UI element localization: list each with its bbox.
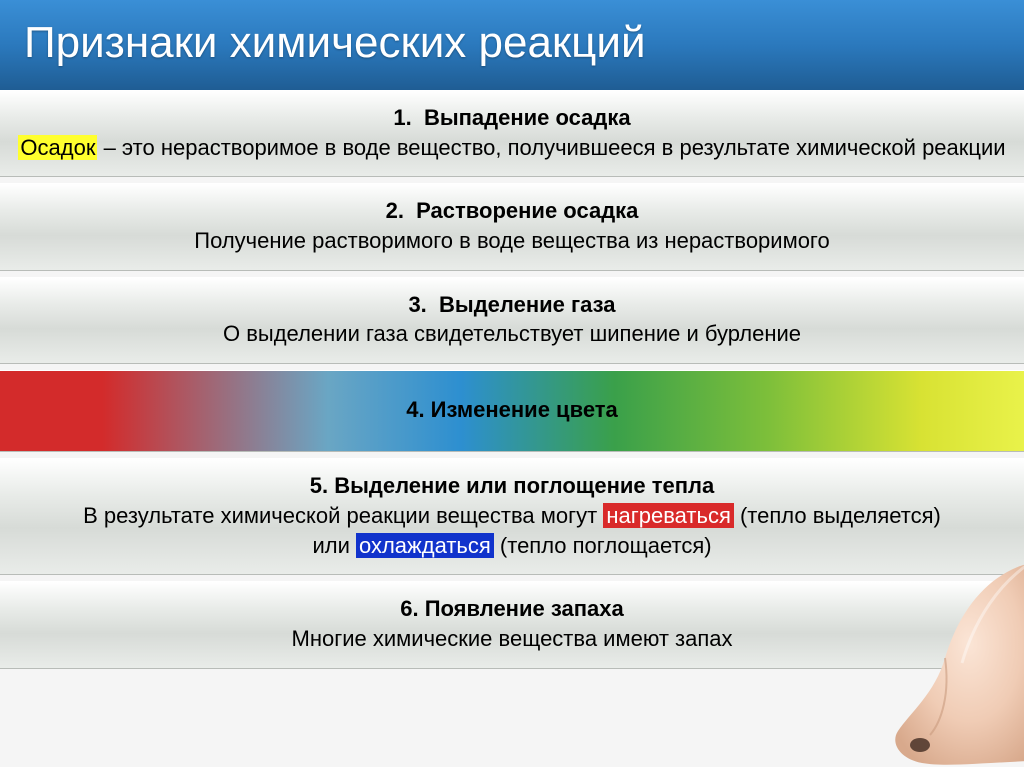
section-2-title: 2. Растворение осадка [16, 196, 1008, 226]
section-2-heading: Растворение осадка [416, 198, 638, 223]
section-4-title: 4. Изменение цвета [406, 397, 618, 422]
highlight-osadok: Осадок [18, 135, 97, 160]
section-2-number: 2. [386, 198, 404, 223]
slide-container: Признаки химических реакций 1. Выпадение… [0, 0, 1024, 767]
section-3-title: 3. Выделение газа [16, 290, 1008, 320]
section-2-desc: Получение растворимого в воде вещества и… [16, 226, 1008, 256]
section-1-number: 1. [393, 105, 411, 130]
section-6-title: 6. Появление запаха [16, 594, 1008, 624]
section-5-mid1: (тепло выделяется) [734, 503, 941, 528]
section-3-desc: О выделении газа свидетельствует шипение… [16, 319, 1008, 349]
header-bar: Признаки химических реакций [0, 0, 1024, 90]
sections-list: 1. Выпадение осадка Осадок – это нераств… [0, 90, 1024, 669]
section-5-pre: В результате химической реакции вещества… [83, 503, 603, 528]
highlight-heat: нагреваться [603, 503, 734, 528]
section-1-title: 1. Выпадение осадка [16, 103, 1008, 133]
section-5-post: (тепло поглощается) [494, 533, 712, 558]
header-title: Признаки химических реакций [24, 18, 646, 67]
section-5: 5. Выделение или поглощение тепла В резу… [0, 458, 1024, 575]
section-1-heading: Выпадение осадка [424, 105, 631, 130]
section-6-desc: Многие химические вещества имеют запах [16, 624, 1008, 654]
section-3-heading: Выделение газа [439, 292, 616, 317]
section-1-desc: Осадок – это нерастворимое в воде вещест… [16, 133, 1008, 163]
section-6: 6. Появление запаха Многие химические ве… [0, 581, 1024, 668]
section-1: 1. Выпадение осадка Осадок – это нераств… [0, 90, 1024, 177]
highlight-cool: охлаждаться [356, 533, 494, 558]
section-4-rainbow: 4. Изменение цвета [0, 370, 1024, 452]
section-1-text: – это нерастворимое в воде вещество, пол… [97, 135, 1005, 160]
section-5-title: 5. Выделение или поглощение тепла [16, 471, 1008, 501]
section-3-number: 3. [408, 292, 426, 317]
section-2: 2. Растворение осадка Получение раствори… [0, 183, 1024, 270]
section-3: 3. Выделение газа О выделении газа свиде… [0, 277, 1024, 364]
section-5-desc: В результате химической реакции вещества… [16, 501, 1008, 560]
section-5-mid2: или [312, 533, 356, 558]
